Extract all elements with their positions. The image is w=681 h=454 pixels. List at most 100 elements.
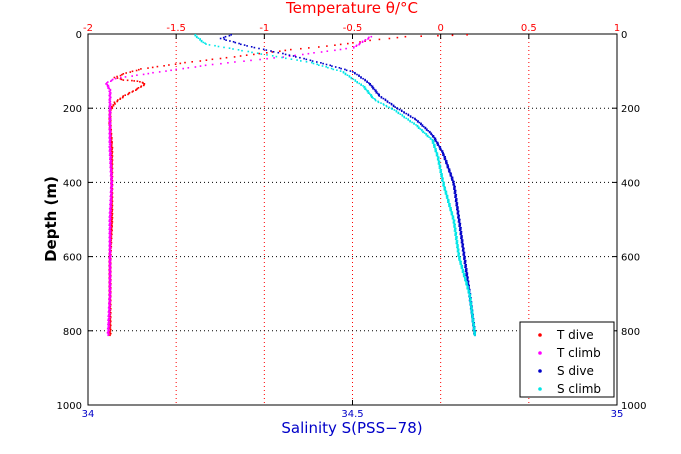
data-point — [108, 269, 110, 272]
data-point — [109, 123, 112, 126]
data-point — [459, 226, 461, 228]
y-tick-label-left: 200 — [63, 104, 82, 115]
data-point — [469, 301, 472, 303]
data-point — [109, 155, 112, 157]
data-point — [453, 183, 456, 185]
data-point — [108, 120, 110, 123]
data-point — [467, 285, 469, 288]
data-point — [288, 55, 291, 57]
data-point — [466, 287, 468, 290]
data-point — [447, 198, 450, 201]
data-point — [378, 38, 381, 41]
data-point — [109, 260, 112, 263]
data-point — [220, 62, 222, 65]
data-point — [468, 300, 471, 302]
data-point — [110, 160, 113, 162]
data-point — [284, 49, 287, 52]
data-point — [111, 182, 113, 184]
data-point — [393, 109, 396, 111]
data-point — [446, 166, 449, 169]
data-point — [110, 188, 113, 190]
data-point — [175, 68, 177, 71]
data-point — [464, 264, 466, 267]
data-point — [452, 182, 455, 184]
data-point — [449, 204, 451, 207]
data-point — [136, 74, 138, 76]
data-point — [320, 51, 323, 53]
data-point — [205, 43, 207, 45]
data-point — [110, 328, 112, 331]
data-point — [439, 164, 442, 167]
data-point — [442, 184, 444, 187]
data-point — [271, 51, 274, 53]
data-point — [109, 132, 112, 134]
data-point — [346, 74, 349, 76]
data-point — [362, 77, 364, 80]
data-point — [308, 47, 310, 49]
data-point — [445, 195, 448, 198]
data-point — [111, 225, 113, 227]
data-point — [447, 169, 450, 171]
data-point — [451, 34, 454, 37]
data-point — [108, 298, 110, 301]
data-point — [411, 121, 413, 124]
data-point — [362, 85, 364, 87]
data-point — [472, 314, 474, 317]
data-point — [452, 220, 455, 222]
data-point — [109, 102, 111, 104]
bottom-tick-label: 34.5 — [341, 409, 363, 420]
data-point — [262, 48, 265, 51]
legend-label: T climb — [556, 346, 601, 360]
data-point — [108, 327, 110, 329]
data-point — [110, 200, 112, 203]
data-point — [110, 203, 112, 205]
data-point — [316, 61, 318, 63]
data-point — [240, 43, 242, 46]
data-point — [467, 282, 470, 284]
data-point — [295, 56, 297, 58]
data-point — [232, 48, 234, 50]
data-point — [111, 180, 114, 183]
data-point — [272, 51, 275, 53]
y-tick-label-left: 1000 — [57, 401, 82, 412]
data-point — [107, 332, 110, 335]
data-point — [110, 193, 112, 196]
data-point — [472, 320, 475, 322]
data-point — [464, 279, 466, 282]
data-point — [275, 55, 278, 58]
data-point — [109, 187, 112, 189]
data-point — [458, 214, 460, 217]
data-point — [110, 242, 112, 245]
data-point — [108, 261, 110, 264]
data-point — [414, 118, 416, 121]
data-point — [407, 114, 410, 117]
data-point — [450, 208, 452, 211]
legend-label: S dive — [557, 364, 594, 378]
data-point — [110, 283, 112, 286]
data-point — [174, 63, 177, 65]
data-point — [108, 101, 110, 104]
data-point — [110, 209, 112, 212]
data-point — [450, 175, 453, 178]
data-point — [131, 75, 133, 77]
data-point — [457, 250, 460, 252]
data-point — [372, 87, 375, 89]
data-point — [371, 86, 373, 88]
data-point — [116, 77, 119, 79]
data-point — [471, 312, 474, 314]
data-point — [471, 315, 473, 317]
data-point — [266, 52, 268, 54]
data-point — [111, 172, 113, 175]
data-point — [456, 243, 458, 245]
data-point — [110, 138, 112, 141]
data-point — [111, 193, 113, 195]
data-point — [111, 163, 114, 165]
data-point — [110, 92, 112, 94]
data-point — [109, 140, 112, 142]
data-point — [108, 329, 110, 332]
data-point — [442, 154, 444, 156]
data-point — [108, 310, 111, 312]
data-point — [455, 201, 458, 203]
data-point — [453, 226, 455, 228]
data-point — [438, 162, 441, 164]
